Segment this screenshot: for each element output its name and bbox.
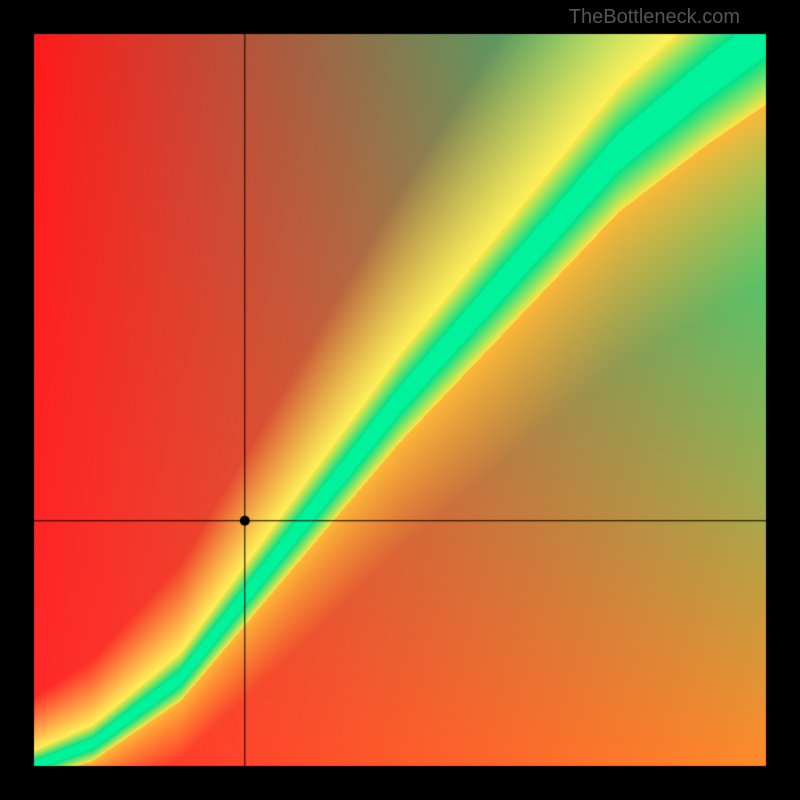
bottleneck-heatmap: [0, 0, 800, 800]
watermark-text: TheBottleneck.com: [569, 6, 740, 29]
